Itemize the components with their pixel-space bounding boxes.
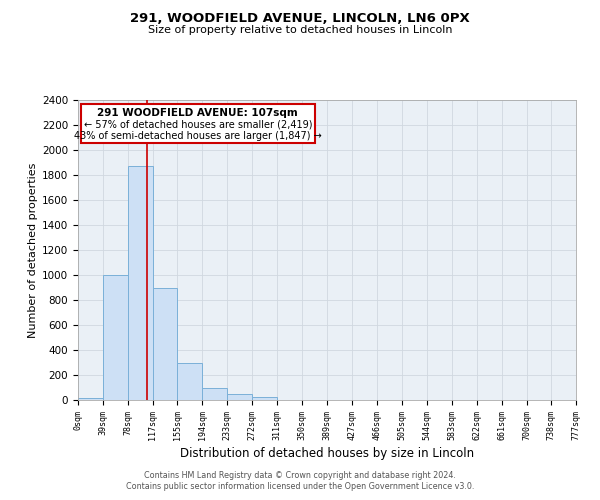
Bar	[202, 388, 227, 400]
Text: 291, WOODFIELD AVENUE, LINCOLN, LN6 0PX: 291, WOODFIELD AVENUE, LINCOLN, LN6 0PX	[130, 12, 470, 26]
Bar	[103, 275, 128, 400]
Text: Contains public sector information licensed under the Open Government Licence v3: Contains public sector information licen…	[126, 482, 474, 491]
Text: Contains HM Land Registry data © Crown copyright and database right 2024.: Contains HM Land Registry data © Crown c…	[144, 471, 456, 480]
Text: 43% of semi-detached houses are larger (1,847) →: 43% of semi-detached houses are larger (…	[74, 132, 322, 141]
X-axis label: Distribution of detached houses by size in Lincoln: Distribution of detached houses by size …	[180, 446, 474, 460]
Bar	[227, 394, 253, 400]
Y-axis label: Number of detached properties: Number of detached properties	[28, 162, 38, 338]
Bar	[128, 166, 153, 400]
Text: ← 57% of detached houses are smaller (2,419): ← 57% of detached houses are smaller (2,…	[83, 120, 312, 130]
Text: Size of property relative to detached houses in Lincoln: Size of property relative to detached ho…	[148, 25, 452, 35]
Bar	[253, 397, 277, 400]
Bar	[178, 362, 202, 400]
Bar	[80, 104, 315, 142]
Bar	[78, 398, 103, 400]
Text: 291 WOODFIELD AVENUE: 107sqm: 291 WOODFIELD AVENUE: 107sqm	[97, 108, 298, 118]
Bar	[153, 288, 178, 400]
